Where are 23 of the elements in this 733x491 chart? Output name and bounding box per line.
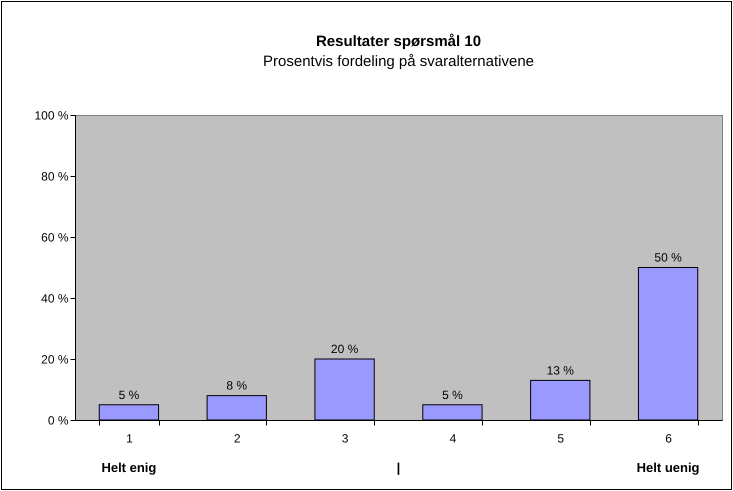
x-tick-label: 3 <box>342 432 349 446</box>
y-tick-label: 20 % <box>41 352 69 366</box>
data-label: 13 % <box>546 363 574 378</box>
y-tick-label: 100 % <box>34 108 69 122</box>
data-label: 5 % <box>118 388 140 402</box>
y-tick-label: 60 % <box>41 230 69 244</box>
chart-subtitle: Prosentvis fordeling på svaralternativene <box>263 53 534 70</box>
data-label: 5 % <box>442 388 464 402</box>
x-tick-label: 2 <box>234 432 241 446</box>
text: | <box>396 460 400 475</box>
x-tick-label: 4 <box>450 432 457 446</box>
text: Helt enig <box>101 460 156 475</box>
data-label: 50 % <box>654 250 682 264</box>
x-tick-label: 6 <box>665 432 672 446</box>
x-tick-label: 5 <box>557 432 564 446</box>
y-tick-label: 0 % <box>48 414 69 428</box>
y-tick-label: 80 % <box>41 170 69 184</box>
text: Helt uenig <box>636 460 700 475</box>
chart-title: Resultater spørsmål 10 <box>316 33 482 50</box>
data-label: 8 % <box>226 378 248 393</box>
x-tick-label: 1 <box>126 432 134 446</box>
y-tick-label: 40 % <box>41 292 69 306</box>
data-label: 20 % <box>330 342 359 356</box>
